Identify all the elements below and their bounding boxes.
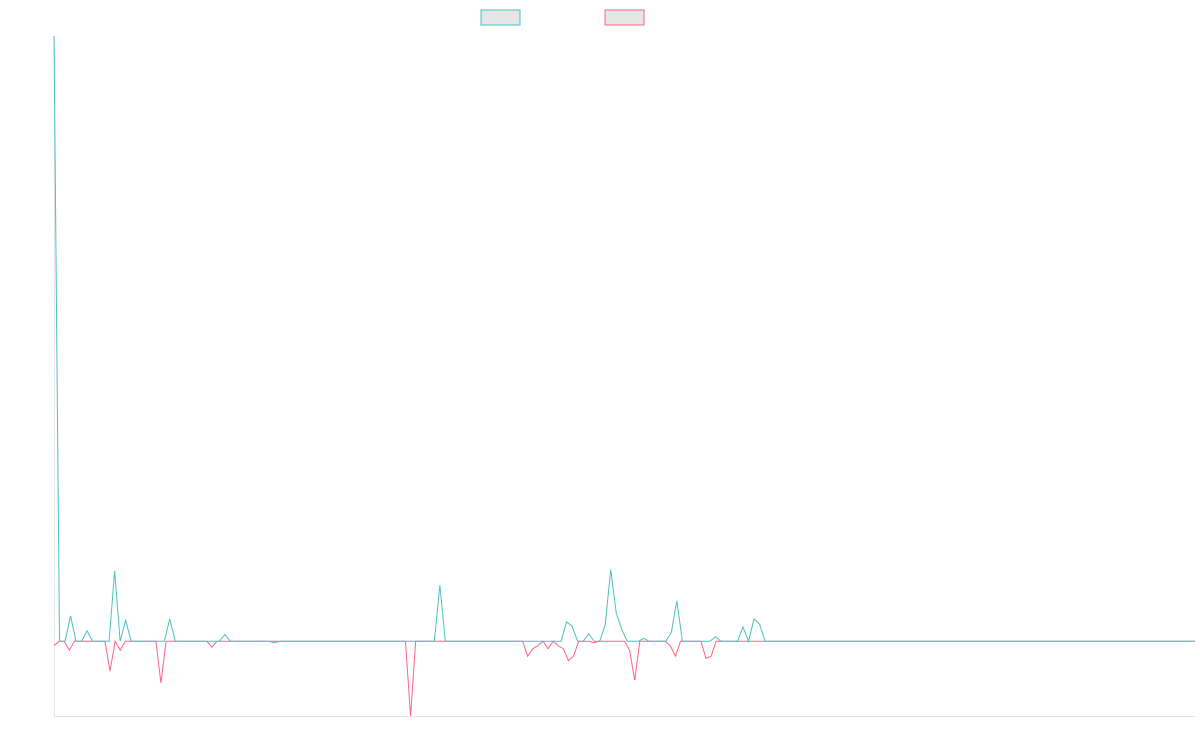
legend-swatch-series-a[interactable] <box>480 9 521 26</box>
legend-swatch-series-b[interactable] <box>604 9 645 26</box>
series-line-a <box>53 35 1195 644</box>
series-layer <box>53 35 1195 717</box>
axes <box>54 36 1195 717</box>
legend[interactable] <box>480 9 645 26</box>
series-line-b <box>53 639 1195 717</box>
